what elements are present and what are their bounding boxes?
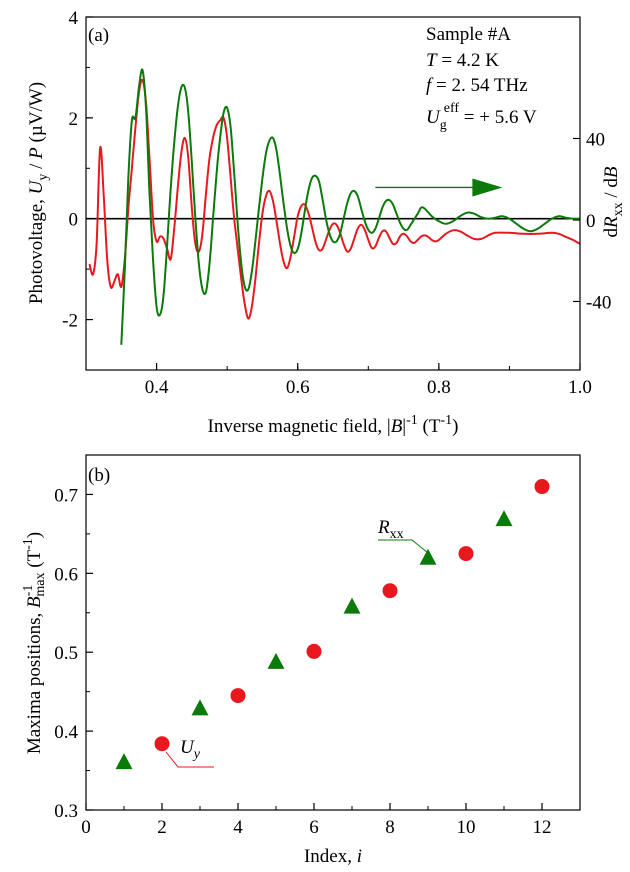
panel-a-x-tick-label: 0.6 <box>286 377 310 398</box>
panel-b-x-axis-label: Index, i <box>304 846 362 867</box>
svg-text:Rxx: Rxx <box>377 517 404 542</box>
annotation-temperature: T = 4.2 K <box>426 50 499 71</box>
panel-b-x-tick-label: 6 <box>309 817 319 838</box>
rxx-maximum-point <box>267 652 285 669</box>
panel-a-left-y-tick-label: 0 <box>69 210 79 231</box>
panel-b-y-tick-label: 0.5 <box>54 643 78 664</box>
series-label-rxx: Rxx <box>377 517 429 554</box>
panel-b-x-tick-label: 2 <box>157 817 167 838</box>
panel-a-x-tick-label: 0.8 <box>427 377 451 398</box>
panel-a-label: (a) <box>88 25 109 46</box>
panel-a-x-tick-label: 1.0 <box>568 377 592 398</box>
panel-b-x-tick-label: 8 <box>385 817 395 838</box>
panel-b-x-tick-label: 4 <box>233 817 243 838</box>
series-label-uy: Uy <box>165 737 214 768</box>
panel-b-frame <box>85 454 581 811</box>
panel-a-right-y-axis-label: dRxx / dB <box>601 166 626 237</box>
panel-b-x-ticks: 0 2 4 6 8 10 12 <box>81 803 581 838</box>
rxx-maximum-point <box>191 699 209 716</box>
uy-maximum-point <box>230 688 246 704</box>
panel-b-y-ticks: 0.3 0.4 0.5 0.6 0.7 <box>54 454 93 822</box>
panel-b-x-tick-label: 0 <box>81 817 91 838</box>
dRxx-series-line <box>120 68 581 345</box>
panel-a-right-y-ticks: -40 0 40 <box>573 129 611 313</box>
panel-a: 0.4 0.6 0.8 1.0 -2 0 2 4 -40 0 40 (a) Sample #A … <box>26 8 626 437</box>
panel-a-left-y-tick-label: -2 <box>62 311 78 332</box>
panel-a-left-y-tick-label: 2 <box>69 109 79 130</box>
panel-a-x-axis-label: Inverse magnetic field, |B|-1 (T-1) <box>208 413 459 437</box>
rxx-maximum-point <box>343 597 361 614</box>
uy-maximum-point <box>458 546 474 562</box>
arrow-head <box>472 178 503 197</box>
rxx-maximum-point <box>495 510 513 527</box>
panel-a-right-y-tick-label: -40 <box>586 292 611 313</box>
panel-a-right-y-tick-label: 40 <box>586 129 605 150</box>
annotation-sample: Sample #A <box>426 24 511 45</box>
panel-b-y-tick-label: 0.3 <box>54 801 78 822</box>
uy-maximum-point <box>382 583 398 599</box>
panel-b-points <box>115 479 550 770</box>
svg-text:Uy: Uy <box>180 737 201 762</box>
panel-b-y-tick-label: 0.4 <box>54 722 78 743</box>
panel-b: 0 2 4 6 8 10 12 0.3 0.4 0.5 0.6 0.7 (b) Rxx Uy Ind… <box>21 454 581 867</box>
uy-maximum-point <box>534 479 550 495</box>
annotation-frequency: f = 2. 54 THz <box>426 75 528 96</box>
annotation-gate-voltage: Ugeff = + 5.6 V <box>426 101 537 133</box>
panel-a-left-y-axis-label: Photovoltage, Uy / P (µV/W) <box>26 82 51 304</box>
panel-a-x-ticks: 0.4 0.6 0.8 1.0 <box>85 363 592 398</box>
rxx-maximum-point <box>115 753 133 770</box>
panel-b-y-tick-label: 0.6 <box>54 564 78 585</box>
panel-a-right-y-tick-label: 0 <box>586 211 596 232</box>
panel-a-frame <box>85 16 581 371</box>
panel-b-label: (b) <box>88 465 110 486</box>
panel-b-x-tick-label: 12 <box>533 817 552 838</box>
panel-a-series <box>88 68 581 345</box>
panel-a-x-tick-label: 0.4 <box>145 377 169 398</box>
panel-b-x-tick-label: 10 <box>457 817 476 838</box>
panel-a-arrow <box>375 178 503 197</box>
panel-b-y-axis-label: Maxima positions, B-1max (T-1) <box>21 532 48 754</box>
rxx-maximum-point <box>419 548 437 565</box>
uy-maximum-point <box>306 643 322 659</box>
uy-maximum-point <box>154 736 170 752</box>
panel-a-left-y-tick-label: 4 <box>69 8 79 29</box>
panel-b-y-tick-label: 0.7 <box>54 485 78 506</box>
panel-a-annotation: Sample #A T = 4.2 K f = 2. 54 THz Ugeff … <box>426 24 537 133</box>
panel-a-left-y-ticks: -2 0 2 4 <box>62 8 93 371</box>
